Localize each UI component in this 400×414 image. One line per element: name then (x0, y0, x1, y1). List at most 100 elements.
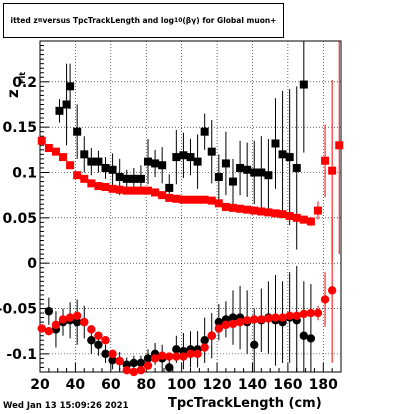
data-point (221, 159, 230, 168)
data-point (87, 325, 96, 334)
data-point (37, 136, 46, 145)
y-tick-label: 0.2 (12, 75, 37, 91)
data-point (285, 311, 294, 320)
data-point (80, 174, 89, 183)
data-point (101, 163, 110, 172)
data-point (242, 316, 252, 325)
data-point (327, 286, 337, 295)
data-point (58, 315, 68, 324)
data-point (243, 205, 252, 214)
data-point (313, 206, 322, 215)
x-tick-label: 180 (309, 377, 338, 393)
data-point (80, 317, 89, 327)
data-point (285, 153, 294, 162)
data-marks (37, 41, 344, 377)
data-point (271, 209, 280, 218)
data-point (235, 317, 245, 327)
data-point (122, 186, 131, 195)
data-point (250, 206, 259, 215)
series-1 (37, 41, 344, 262)
data-point (306, 308, 316, 318)
data-point (165, 363, 174, 372)
x-tick-labels: 20 40 60 80 100 120 140 160 180 (30, 377, 338, 393)
data-point (257, 168, 266, 177)
x-tick-label: 160 (273, 377, 302, 393)
y-axis-label: z Fit (2, 72, 27, 108)
timestamp: Wed Jan 13 15:09:26 2021 (3, 401, 129, 411)
data-point (115, 173, 124, 182)
data-point (115, 185, 124, 194)
data-point (292, 213, 301, 222)
x-tick-label: 60 (101, 377, 121, 393)
data-point (214, 324, 224, 333)
data-point (62, 100, 71, 109)
data-point (129, 174, 138, 183)
data-point (158, 191, 167, 200)
data-point (243, 165, 252, 174)
y-tick-label: 0.15 (2, 120, 37, 136)
data-point (72, 317, 82, 327)
data-point (250, 315, 259, 324)
data-point (200, 343, 209, 352)
y-tick-label: 0 (27, 256, 37, 272)
data-point (292, 311, 301, 320)
data-point (228, 203, 237, 212)
data-point (236, 204, 245, 213)
data-point (59, 153, 68, 162)
data-point (179, 352, 188, 361)
data-point (66, 82, 75, 91)
data-point (94, 340, 103, 349)
data-point (136, 365, 146, 375)
data-point (214, 317, 224, 327)
data-point (214, 199, 223, 208)
data-point (250, 168, 259, 177)
data-point (257, 315, 266, 324)
y-tick-label: -0.1 (6, 347, 37, 363)
data-point (108, 184, 117, 193)
data-point (129, 358, 139, 368)
data-point (207, 331, 216, 340)
data-point (108, 356, 117, 365)
data-point (151, 188, 160, 197)
data-point (264, 208, 273, 217)
data-point (108, 349, 117, 359)
axis-ticks (39, 45, 342, 373)
x-tick-label: 100 (167, 377, 196, 393)
data-point (55, 106, 64, 115)
y-tick-label: 0.05 (2, 211, 37, 227)
data-point (87, 157, 96, 166)
data-point (94, 157, 103, 166)
data-point (157, 351, 167, 360)
data-point (129, 186, 138, 195)
data-point (221, 202, 230, 211)
data-point (65, 313, 75, 322)
data-point (72, 311, 82, 320)
data-point (278, 210, 287, 219)
data-point (207, 147, 216, 156)
data-point (108, 165, 117, 174)
data-point (271, 139, 280, 148)
data-point (257, 207, 266, 216)
data-point (144, 157, 153, 166)
data-point (172, 153, 181, 162)
data-point (228, 319, 238, 329)
data-point (101, 183, 110, 192)
data-point (44, 326, 54, 336)
series-3 (37, 217, 337, 377)
data-point (179, 151, 188, 160)
data-point (94, 331, 103, 340)
data-point (306, 217, 315, 226)
data-point (51, 147, 60, 156)
data-point (320, 295, 330, 304)
data-point (136, 186, 145, 195)
x-tick-label: 40 (66, 377, 86, 393)
data-point (299, 309, 309, 319)
data-point (44, 144, 53, 153)
data-point (250, 340, 259, 349)
data-point (264, 314, 273, 323)
data-point (335, 141, 344, 150)
title-lead: itted z (10, 16, 38, 25)
chart-title: itted z π versus TpcTrackLength and log … (3, 3, 284, 38)
data-point (172, 194, 181, 203)
data-point (228, 313, 238, 322)
